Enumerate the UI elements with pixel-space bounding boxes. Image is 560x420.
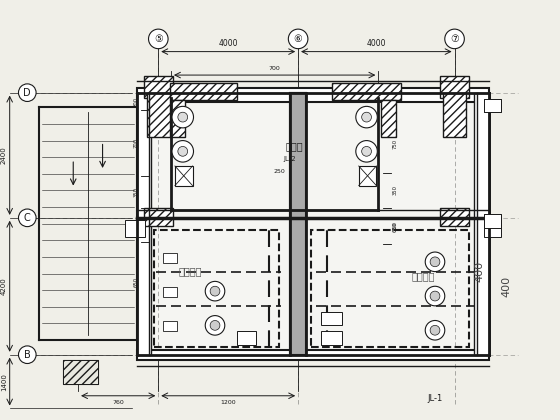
Text: 650: 650 — [297, 222, 302, 233]
Text: 350: 350 — [134, 220, 139, 230]
Text: 350: 350 — [393, 221, 398, 231]
Text: 550: 550 — [297, 178, 302, 189]
Bar — [137, 93, 489, 355]
Circle shape — [425, 252, 445, 272]
Bar — [175, 166, 193, 186]
Text: 4000: 4000 — [367, 39, 386, 48]
Text: 4200: 4200 — [1, 277, 7, 295]
Bar — [440, 76, 469, 97]
Text: 女卫生间: 女卫生间 — [412, 271, 435, 281]
Bar — [163, 253, 177, 263]
Bar — [155, 230, 278, 347]
Text: ⑦: ⑦ — [450, 34, 459, 44]
Circle shape — [172, 141, 194, 162]
Text: 650: 650 — [393, 222, 398, 232]
Bar — [311, 230, 469, 347]
Bar — [332, 83, 401, 100]
Bar — [321, 331, 342, 345]
Bar — [484, 214, 502, 228]
Bar — [143, 208, 173, 226]
Bar — [236, 331, 256, 345]
Text: 100: 100 — [393, 92, 398, 102]
Circle shape — [430, 291, 440, 301]
Circle shape — [362, 112, 371, 122]
Circle shape — [178, 147, 188, 156]
Text: 760: 760 — [113, 400, 124, 405]
Text: 开水间: 开水间 — [286, 141, 303, 151]
Circle shape — [430, 326, 440, 335]
Bar — [290, 93, 306, 355]
Bar — [163, 287, 177, 297]
Text: 200: 200 — [393, 102, 398, 113]
Text: 2400: 2400 — [1, 147, 7, 164]
Circle shape — [356, 106, 377, 128]
Bar — [484, 99, 502, 112]
Text: D: D — [24, 88, 31, 98]
Text: 550: 550 — [297, 310, 302, 321]
Bar — [381, 100, 396, 136]
Bar — [321, 312, 342, 326]
Bar — [443, 93, 466, 136]
Circle shape — [356, 141, 377, 162]
Text: 650: 650 — [134, 277, 139, 287]
Circle shape — [172, 106, 194, 128]
Text: 350: 350 — [393, 186, 398, 195]
Bar — [484, 99, 502, 112]
Bar — [474, 93, 489, 355]
Circle shape — [18, 209, 36, 227]
Circle shape — [178, 112, 188, 122]
Circle shape — [445, 29, 464, 49]
Bar — [484, 220, 502, 237]
Text: 400: 400 — [501, 276, 511, 297]
Bar — [290, 93, 306, 355]
Bar — [359, 166, 376, 186]
Text: 1200: 1200 — [221, 400, 236, 405]
Text: 750: 750 — [393, 139, 398, 149]
Circle shape — [18, 84, 36, 102]
Text: JL-2: JL-2 — [283, 156, 296, 162]
Circle shape — [425, 286, 445, 306]
Text: 200: 200 — [134, 97, 139, 107]
Text: 4000: 4000 — [218, 39, 238, 48]
Bar — [137, 350, 489, 360]
Bar — [63, 360, 97, 384]
Text: 700: 700 — [134, 138, 139, 148]
Text: 350: 350 — [134, 187, 139, 197]
Circle shape — [430, 257, 440, 267]
Bar — [125, 220, 144, 237]
Text: B: B — [24, 350, 31, 360]
Text: 250: 250 — [274, 169, 286, 174]
Text: 700: 700 — [134, 221, 139, 231]
Circle shape — [148, 29, 168, 49]
Circle shape — [205, 315, 225, 335]
Text: ⑤: ⑤ — [154, 34, 162, 44]
Bar — [137, 93, 151, 355]
Circle shape — [362, 147, 371, 156]
Bar — [170, 83, 236, 100]
Text: ⑥: ⑥ — [294, 34, 302, 44]
Text: 1400: 1400 — [1, 373, 7, 391]
Bar — [170, 100, 185, 136]
Bar — [484, 214, 502, 228]
Text: 男卫生间: 男卫生间 — [179, 267, 202, 277]
Bar — [143, 76, 173, 97]
Bar — [440, 208, 469, 226]
Text: 400: 400 — [474, 261, 484, 282]
Bar — [137, 88, 489, 102]
Text: C: C — [24, 213, 31, 223]
Bar — [63, 360, 97, 384]
Text: JL-1: JL-1 — [427, 394, 442, 403]
Text: 700: 700 — [269, 66, 281, 71]
Circle shape — [205, 281, 225, 301]
Circle shape — [210, 320, 220, 330]
Circle shape — [210, 286, 220, 296]
Circle shape — [425, 320, 445, 340]
Bar — [147, 93, 172, 136]
Circle shape — [18, 346, 36, 363]
Circle shape — [288, 29, 308, 49]
Bar — [163, 321, 177, 331]
